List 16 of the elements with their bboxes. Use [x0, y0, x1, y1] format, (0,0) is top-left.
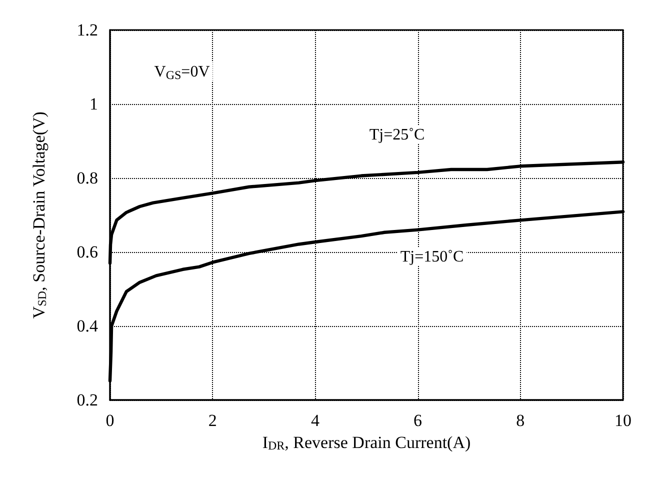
x-tick-label: 6 [414, 411, 422, 430]
annotation: Tj=25˚C [369, 126, 425, 144]
x-tick-label: 4 [310, 411, 320, 430]
annotation: Tj=150˚C [400, 248, 464, 266]
y-tick-label: 0.2 [76, 390, 98, 410]
x-tick-label: 8 [516, 411, 525, 430]
x-axis-title: IDR, Reverse Drain Current(A) [262, 432, 471, 452]
x-tick-label: 0 [106, 411, 114, 430]
x-tick-label: 10 [614, 411, 632, 430]
y-tick-label: 1.2 [76, 20, 98, 40]
y-tick-label: 0.4 [76, 316, 98, 336]
y-axis-title: VSD, Source-Drain Voltage(V) [30, 112, 49, 319]
y-tick-label: 1 [90, 94, 98, 114]
x-tick-label: 2 [208, 411, 217, 430]
y-tick-label: 0.8 [76, 168, 98, 188]
y-tick-label: 0.6 [76, 242, 98, 262]
